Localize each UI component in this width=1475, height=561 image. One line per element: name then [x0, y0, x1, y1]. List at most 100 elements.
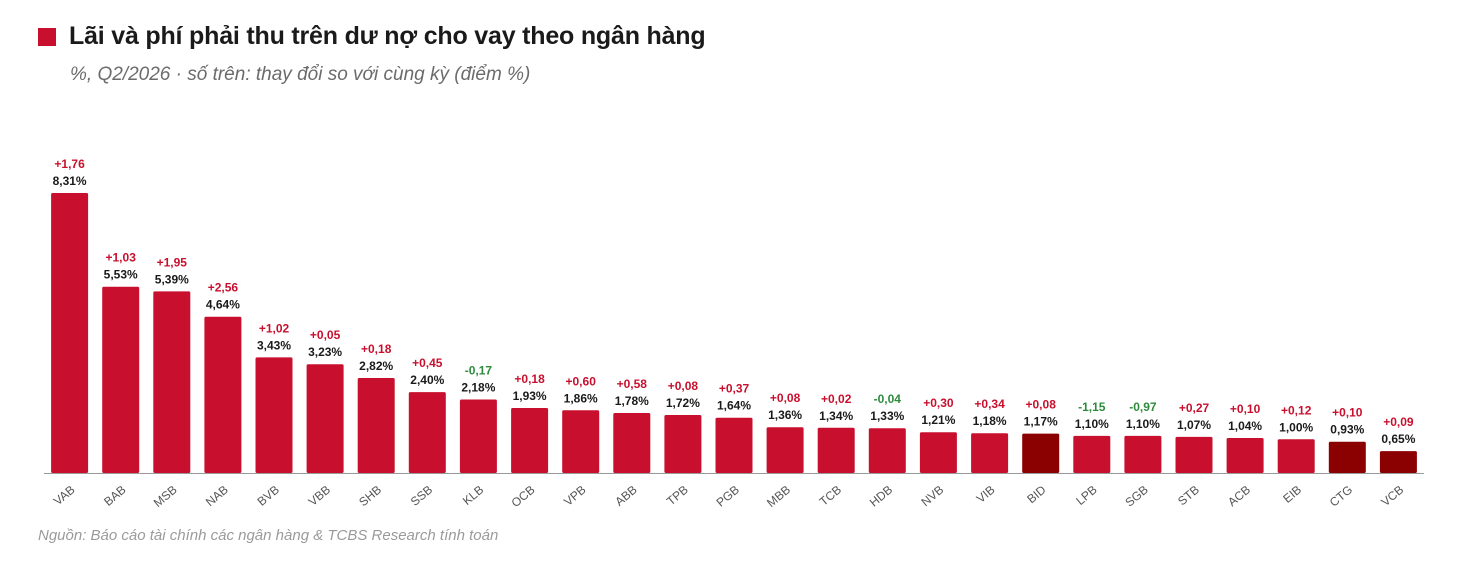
value-label: 2,82% — [359, 359, 393, 373]
change-label: +0,02 — [821, 392, 852, 406]
change-label: +0,10 — [1230, 402, 1261, 416]
change-label: +1,95 — [157, 255, 188, 269]
value-label: 2,40% — [410, 373, 444, 387]
value-label: 1,86% — [564, 391, 598, 405]
x-tick-label: CTG — [1327, 483, 1355, 510]
bar-vab — [51, 193, 89, 473]
x-tick-label: TPB — [664, 483, 691, 509]
chart-subtitle: %, Q2/2026 · số trên: thay đổi so với cù… — [70, 64, 531, 85]
bar-lpb — [1073, 435, 1111, 473]
bar-stb — [1175, 436, 1213, 473]
x-tick-label: BID — [1024, 482, 1049, 506]
change-label: +0,10 — [1332, 406, 1363, 420]
value-label: 3,43% — [257, 338, 291, 352]
change-label: +0,18 — [514, 372, 545, 386]
chart-header: Lãi và phí phải thu trên dư nợ cho vay t… — [38, 22, 706, 51]
change-label: +0,30 — [923, 396, 954, 410]
x-tick-label: VAB — [51, 483, 78, 509]
x-tick-label: ACB — [1225, 483, 1253, 510]
change-label: +0,27 — [1179, 401, 1210, 415]
value-label: 1,00% — [1279, 420, 1313, 434]
x-tick-label: SHB — [356, 483, 384, 510]
bar-tcb — [817, 427, 855, 473]
value-label: 0,93% — [1330, 423, 1364, 437]
bar-bvb — [255, 357, 293, 473]
change-label: +1,02 — [259, 321, 290, 335]
x-tick-label: NAB — [203, 483, 231, 510]
value-label: 1,34% — [819, 409, 853, 423]
x-tick-label: TCB — [817, 483, 844, 509]
x-tick-label: NVB — [918, 483, 946, 510]
value-label: 1,10% — [1075, 417, 1109, 431]
value-label: 3,23% — [308, 345, 342, 359]
value-label: 1,36% — [768, 408, 802, 422]
change-label: +0,08 — [668, 379, 699, 393]
x-tick-label: SGB — [1122, 483, 1150, 510]
bar-abb — [613, 413, 651, 473]
value-label: 1,07% — [1177, 418, 1211, 432]
x-tick-label: EIB — [1280, 483, 1304, 506]
value-label: 2,18% — [461, 381, 495, 395]
title-marker — [38, 27, 56, 46]
x-tick-label: MBB — [764, 483, 793, 510]
x-tick-label: ABB — [612, 483, 639, 509]
x-tick-label: BAB — [101, 483, 128, 509]
value-label: 1,64% — [717, 399, 751, 413]
bar-nab — [204, 316, 242, 473]
x-tick-label: LPB — [1073, 483, 1099, 508]
change-label: +0,60 — [566, 374, 597, 388]
value-label: 5,39% — [155, 272, 189, 286]
change-label: -0,04 — [874, 392, 902, 406]
x-tick-label: SSB — [408, 483, 435, 509]
value-label: 0,65% — [1381, 432, 1415, 446]
change-label: +0,45 — [412, 356, 443, 370]
x-tick-label: VIB — [974, 483, 998, 506]
value-label: 1,78% — [615, 394, 649, 408]
bar-vcb — [1379, 451, 1417, 473]
x-tick-label: OCB — [509, 483, 538, 510]
value-label: 1,18% — [973, 414, 1007, 428]
value-label: 1,72% — [666, 396, 700, 410]
chart-title: Lãi và phí phải thu trên dư nợ cho vay t… — [69, 22, 706, 50]
source-note: Nguồn: Báo cáo tài chính các ngân hàng &… — [38, 527, 499, 544]
bar-msb — [153, 291, 191, 473]
change-label: +0,09 — [1383, 415, 1414, 429]
bar-eib — [1277, 439, 1315, 473]
x-tick-label: VBB — [306, 483, 333, 509]
bar-klb — [459, 399, 497, 473]
value-label: 1,33% — [870, 409, 904, 423]
bar-ctg — [1328, 441, 1366, 473]
change-label: +0,08 — [1026, 398, 1057, 412]
change-label: -1,15 — [1078, 400, 1106, 414]
value-label: 8,31% — [53, 174, 87, 188]
change-label: +0,37 — [719, 382, 750, 396]
bar-vbb — [306, 364, 344, 473]
change-label: +2,56 — [208, 281, 239, 295]
change-label: +0,34 — [974, 397, 1005, 411]
bar-shb — [357, 378, 395, 473]
change-label: +1,76 — [54, 157, 85, 171]
bar-nvb — [919, 432, 957, 473]
bar-mbb — [766, 427, 804, 473]
value-label: 1,10% — [1126, 417, 1160, 431]
value-label: 1,21% — [921, 413, 955, 427]
value-label: 1,93% — [513, 389, 547, 403]
value-label: 5,53% — [104, 268, 138, 282]
bar-hdb — [868, 428, 906, 473]
value-label: 1,04% — [1228, 419, 1262, 433]
change-label: -0,17 — [465, 364, 493, 378]
bar-vpb — [562, 410, 600, 473]
x-tick-label: KLB — [460, 483, 486, 508]
bar-tpb — [664, 415, 702, 473]
bar-sgb — [1124, 435, 1162, 473]
change-label: +0,12 — [1281, 403, 1312, 417]
x-tick-label: VPB — [561, 483, 588, 509]
x-tick-label: PGB — [714, 483, 742, 510]
bar-bid — [1022, 433, 1060, 473]
x-tick-label: BVB — [255, 483, 282, 509]
bar-ocb — [511, 408, 549, 473]
change-label: +1,03 — [106, 251, 137, 265]
x-tick-label: HDB — [867, 483, 895, 510]
change-label: +0,18 — [361, 342, 392, 356]
change-label: +0,58 — [617, 377, 648, 391]
